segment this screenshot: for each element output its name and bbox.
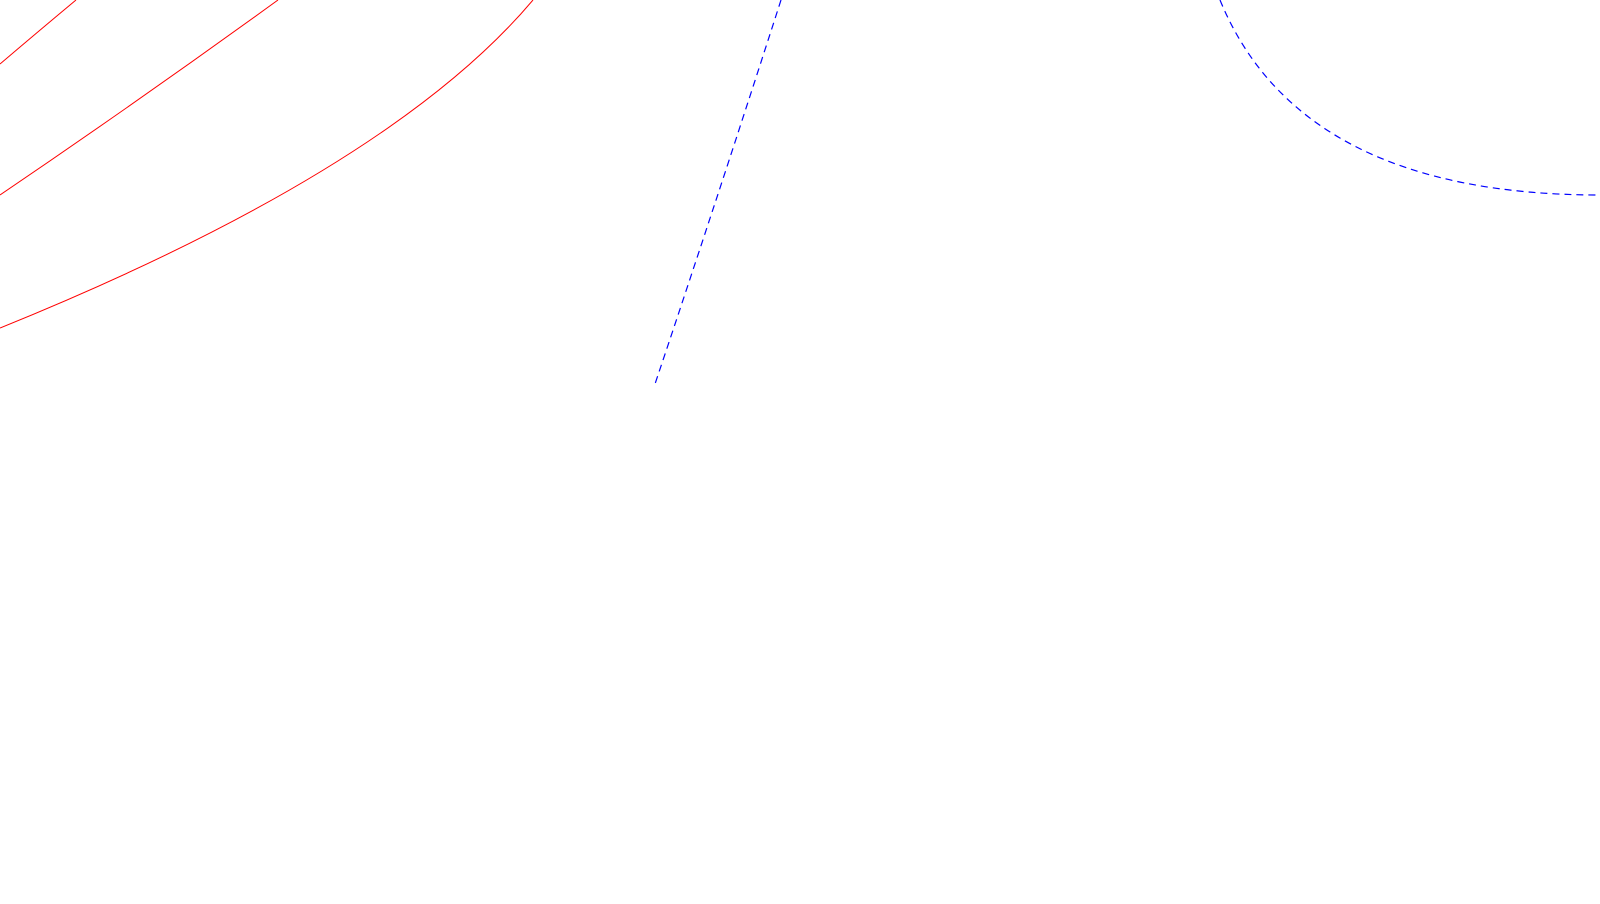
red-arc-3	[0, 0, 534, 329]
blue-dashed-arc	[1219, 0, 1600, 196]
red-arc-2	[0, 0, 279, 196]
blue-dashed-line	[653, 0, 782, 388]
red-arc-1	[0, 0, 77, 65]
